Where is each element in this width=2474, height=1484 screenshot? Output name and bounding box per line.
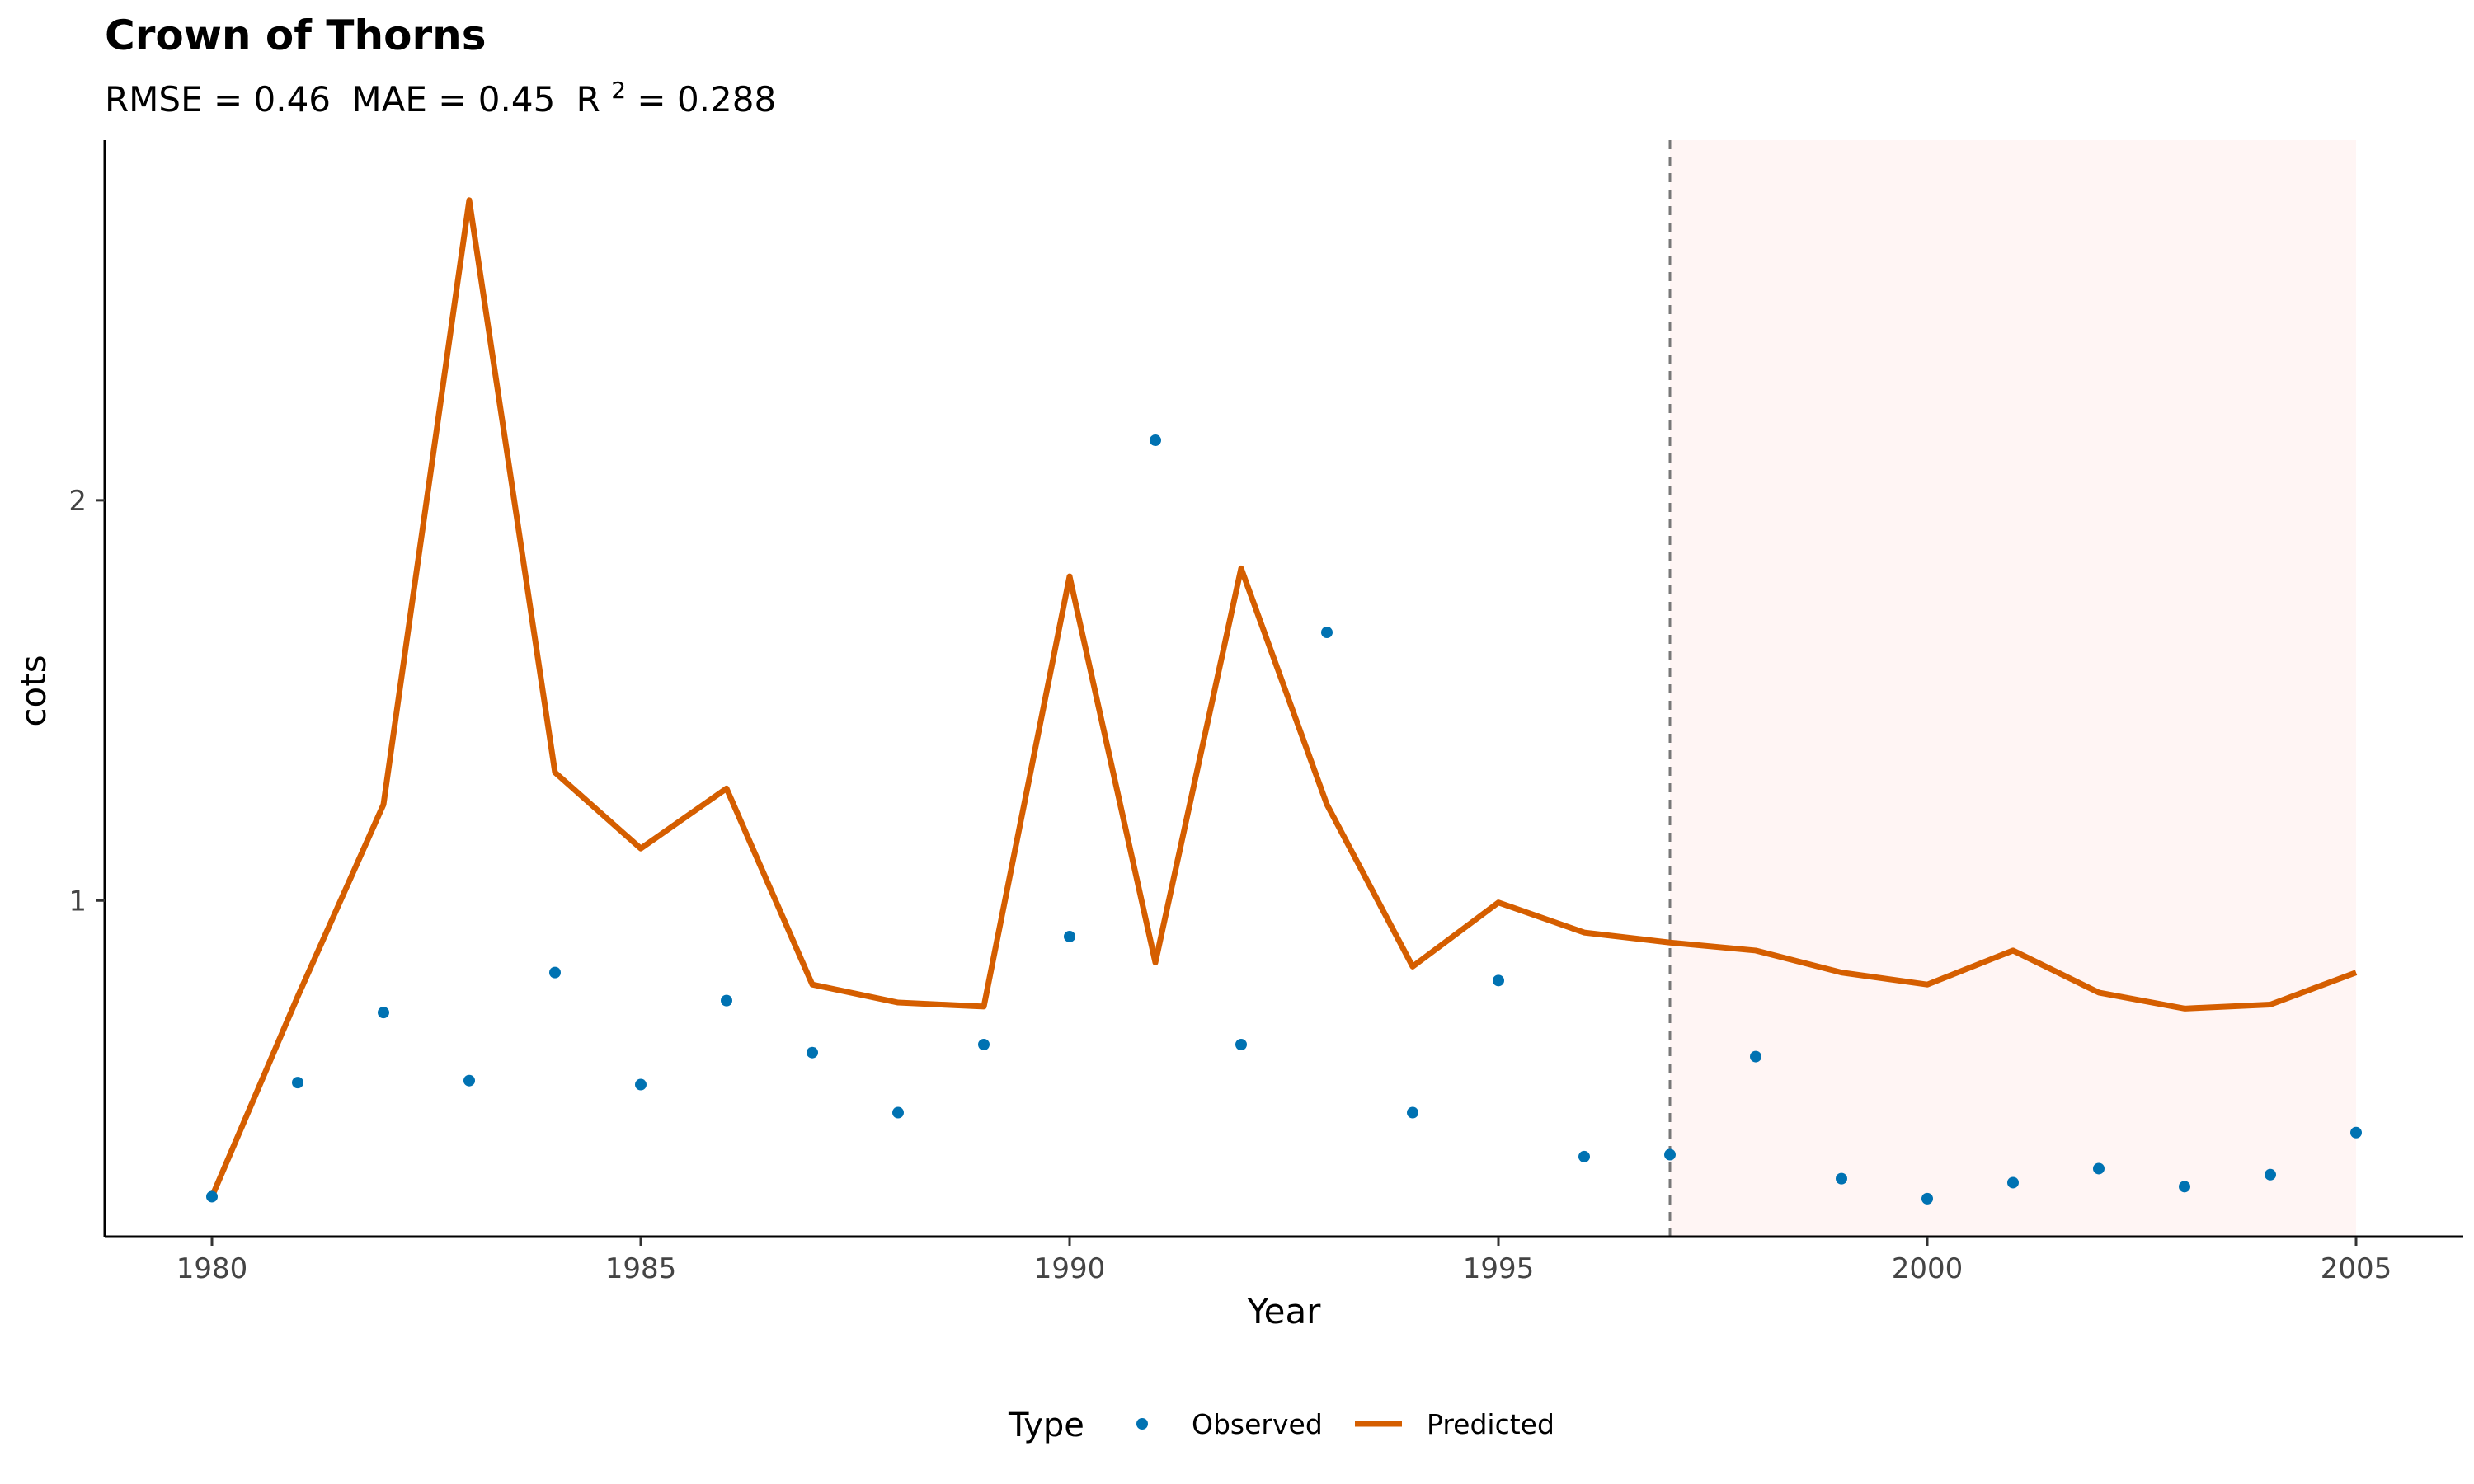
x-axis-title: Year [1247,1291,1322,1331]
x-tick-label: 2005 [2321,1252,2392,1285]
chart-subtitle: RMSE = 0.46 MAE = 0.45 R 2 = 0.288 [105,66,776,120]
observed-points-layer [206,434,2362,1205]
observed-point [2007,1176,2019,1189]
subtitle-r2-sup: 2 [611,77,626,104]
x-tick-label: 1985 [605,1252,677,1285]
observed-point [2093,1162,2105,1175]
observed-point [1664,1148,1676,1161]
chart-title: Crown of Thorns [105,12,486,59]
x-tick-label: 1990 [1034,1252,1106,1285]
observed-point [463,1074,475,1087]
subtitle-mae: MAE = 0.45 [351,79,555,120]
legend: Type Observed Predicted [1008,1407,1554,1444]
observed-point [807,1046,818,1059]
observed-point [292,1077,303,1089]
observed-point [1407,1106,1418,1119]
x-tick-label: 1995 [1463,1252,1535,1285]
observed-point [1321,627,1333,639]
observed-point [378,1007,389,1019]
subtitle-r2-value: = 0.288 [637,79,776,120]
observed-point [892,1106,904,1119]
observed-point [2265,1168,2276,1181]
forecast-layer [1668,140,2356,1237]
legend-predicted-label: Predicted [1427,1408,1554,1440]
observed-point [635,1078,647,1091]
x-tick-label: 2000 [1892,1252,1964,1285]
predicted-line [209,197,2358,1198]
forecast-region [1670,140,2356,1237]
subtitle-r2-prefix: R [576,79,600,120]
x-tick-label: 1980 [176,1252,248,1285]
legend-title: Type [1008,1407,1084,1444]
observed-point [1921,1192,1933,1205]
legend-observed-label: Observed [1192,1408,1323,1440]
observed-point [2350,1126,2362,1139]
y-tick-label: 2 [68,485,87,518]
observed-point [1493,974,1504,987]
y-axis-title: cots [13,655,54,726]
observed-point [978,1039,990,1051]
observed-point [1150,434,1161,447]
observed-point [1750,1050,1761,1063]
axes: 1980 1985 1990 1995 2000 2005 1 2 [68,140,2463,1285]
observed-point [721,994,732,1007]
observed-point [1578,1150,1590,1162]
observed-point [549,966,561,979]
legend-observed-symbol [1136,1418,1148,1430]
observed-point [1836,1172,1847,1185]
observed-point [206,1190,218,1203]
predicted-line-layer [209,197,2358,1198]
subtitle-rmse: RMSE = 0.46 [105,79,331,120]
y-tick-label: 1 [68,885,87,918]
observed-point [1235,1039,1247,1051]
observed-point [2179,1181,2190,1193]
observed-point [1064,930,1075,942]
